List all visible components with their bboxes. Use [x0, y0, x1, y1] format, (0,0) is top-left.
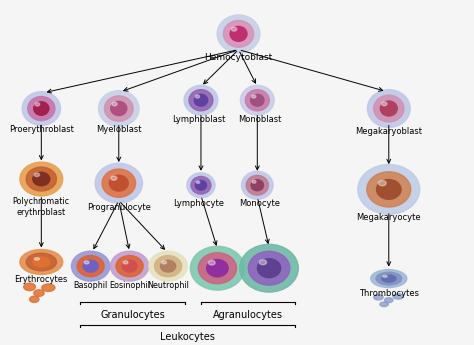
Ellipse shape	[246, 90, 269, 111]
Text: Erythrocytes: Erythrocytes	[15, 275, 68, 284]
Ellipse shape	[34, 102, 49, 115]
Ellipse shape	[383, 275, 387, 277]
Ellipse shape	[376, 179, 401, 199]
Ellipse shape	[378, 180, 386, 186]
Ellipse shape	[77, 256, 104, 277]
Ellipse shape	[380, 302, 388, 307]
Ellipse shape	[209, 260, 215, 265]
Ellipse shape	[149, 251, 187, 281]
Ellipse shape	[123, 261, 128, 264]
Ellipse shape	[231, 27, 237, 31]
Ellipse shape	[376, 272, 401, 285]
Ellipse shape	[102, 169, 136, 197]
Text: Basophil: Basophil	[73, 280, 108, 290]
Ellipse shape	[198, 253, 237, 284]
Ellipse shape	[251, 180, 264, 191]
Ellipse shape	[374, 95, 404, 122]
Text: Neutrophil: Neutrophil	[147, 280, 189, 290]
Ellipse shape	[42, 284, 55, 292]
Ellipse shape	[109, 175, 128, 191]
Ellipse shape	[257, 259, 281, 278]
Ellipse shape	[358, 165, 420, 214]
Ellipse shape	[191, 246, 245, 290]
Ellipse shape	[24, 283, 36, 290]
Text: Monoblast: Monoblast	[238, 115, 282, 124]
Ellipse shape	[29, 296, 39, 303]
Text: Proerythroblast: Proerythroblast	[9, 125, 74, 134]
Ellipse shape	[259, 260, 266, 265]
Ellipse shape	[34, 173, 39, 177]
Text: Progranulocyte: Progranulocyte	[87, 203, 151, 212]
Text: Leukocytes: Leukocytes	[160, 333, 215, 343]
Text: Lymphocyte: Lymphocyte	[173, 199, 224, 208]
Ellipse shape	[207, 259, 228, 277]
Ellipse shape	[187, 173, 215, 198]
Ellipse shape	[191, 176, 211, 194]
Ellipse shape	[367, 172, 411, 207]
Ellipse shape	[110, 251, 149, 281]
Ellipse shape	[28, 97, 55, 120]
Ellipse shape	[248, 251, 290, 285]
Ellipse shape	[384, 298, 393, 303]
Ellipse shape	[72, 251, 110, 281]
Ellipse shape	[242, 171, 273, 199]
Ellipse shape	[33, 257, 50, 267]
Ellipse shape	[380, 101, 397, 116]
Ellipse shape	[26, 167, 56, 191]
Ellipse shape	[252, 180, 256, 183]
Text: Granulocytes: Granulocytes	[100, 310, 165, 320]
Ellipse shape	[99, 91, 139, 127]
Ellipse shape	[22, 92, 61, 126]
Ellipse shape	[371, 269, 407, 287]
Ellipse shape	[194, 94, 208, 106]
Ellipse shape	[111, 101, 127, 116]
Ellipse shape	[246, 175, 268, 195]
Ellipse shape	[230, 26, 247, 41]
Ellipse shape	[84, 261, 89, 264]
Ellipse shape	[382, 275, 396, 282]
Ellipse shape	[155, 256, 182, 277]
Ellipse shape	[374, 295, 383, 300]
Text: Thrombocytes: Thrombocytes	[359, 289, 419, 298]
Text: Monocyte: Monocyte	[239, 199, 280, 208]
Text: Megakaryoblast: Megakaryoblast	[356, 127, 422, 136]
Ellipse shape	[122, 260, 137, 272]
Ellipse shape	[26, 253, 56, 271]
Text: Myeloblast: Myeloblast	[96, 125, 142, 134]
Ellipse shape	[184, 85, 218, 115]
Text: Agranulocytes: Agranulocytes	[213, 310, 283, 320]
Ellipse shape	[116, 256, 143, 277]
Ellipse shape	[189, 90, 213, 111]
Ellipse shape	[20, 162, 63, 196]
Ellipse shape	[35, 102, 40, 106]
Ellipse shape	[161, 260, 176, 272]
Text: Hemocytoblast: Hemocytoblast	[204, 52, 273, 61]
Text: Megakaryocyte: Megakaryocyte	[356, 214, 421, 223]
Ellipse shape	[162, 261, 166, 264]
Ellipse shape	[83, 260, 98, 272]
Ellipse shape	[112, 102, 117, 106]
Ellipse shape	[33, 172, 50, 186]
Ellipse shape	[34, 290, 44, 296]
Ellipse shape	[95, 163, 143, 203]
Ellipse shape	[240, 85, 274, 115]
Ellipse shape	[196, 181, 200, 184]
Ellipse shape	[217, 15, 260, 53]
Ellipse shape	[393, 294, 403, 299]
Ellipse shape	[111, 176, 117, 180]
Ellipse shape	[240, 244, 298, 292]
Ellipse shape	[252, 95, 256, 98]
Ellipse shape	[223, 20, 254, 47]
Ellipse shape	[34, 258, 39, 260]
Ellipse shape	[20, 249, 63, 274]
Ellipse shape	[251, 94, 264, 106]
Text: Lymphoblast: Lymphoblast	[172, 115, 225, 124]
Ellipse shape	[104, 96, 133, 121]
Text: Polychromatic
erythroblast: Polychromatic erythroblast	[13, 197, 70, 217]
Ellipse shape	[195, 95, 200, 98]
Ellipse shape	[367, 90, 410, 127]
Text: Eosinophil: Eosinophil	[109, 280, 150, 290]
Ellipse shape	[382, 102, 387, 106]
Ellipse shape	[195, 180, 207, 190]
